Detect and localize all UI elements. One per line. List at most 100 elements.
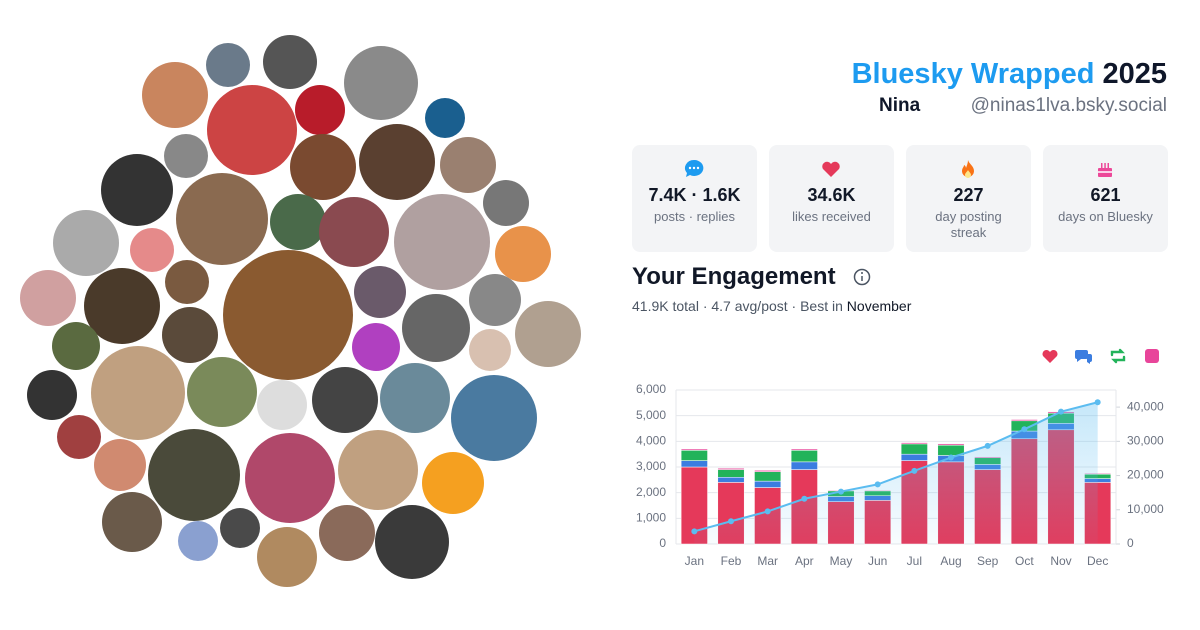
avatar[interactable] <box>354 266 406 318</box>
avatar[interactable] <box>130 228 174 272</box>
icon-streak <box>962 160 974 178</box>
cumulative-area <box>694 402 1098 544</box>
avatar[interactable] <box>270 194 326 250</box>
avatar[interactable] <box>257 527 317 587</box>
avatar[interactable] <box>94 439 146 491</box>
legend-icon[interactable] <box>1145 349 1159 363</box>
avatar[interactable] <box>148 429 240 521</box>
y-tick-label: 0 <box>659 536 666 550</box>
avatar[interactable] <box>165 260 209 304</box>
y2-tick-label: 10,000 <box>1127 502 1164 516</box>
x-tick-label: Jan <box>685 554 704 568</box>
avatar[interactable] <box>375 505 449 579</box>
bar-segment <box>900 453 928 461</box>
section-title: Your Engagement <box>632 263 836 290</box>
avatar[interactable] <box>84 268 160 344</box>
avatar[interactable] <box>187 357 257 427</box>
icon-cake <box>1098 163 1112 177</box>
stat-value: 227 <box>953 185 984 205</box>
avatar[interactable] <box>290 134 356 200</box>
avatar[interactable] <box>164 134 208 178</box>
bar-segment <box>754 480 782 488</box>
avatar[interactable] <box>295 85 345 135</box>
avatar-cloud <box>20 35 581 587</box>
icon-posts <box>685 159 704 177</box>
avatar[interactable] <box>515 301 581 367</box>
line-point <box>801 495 808 502</box>
avatar[interactable] <box>102 492 162 552</box>
line-point <box>1058 408 1064 415</box>
year: 2025 <box>1102 58 1167 90</box>
user-name: Nina <box>879 95 921 116</box>
avatar[interactable] <box>344 46 418 120</box>
avatar[interactable] <box>245 433 335 523</box>
legend-icon[interactable] <box>1042 349 1058 363</box>
info-icon[interactable] <box>853 268 871 286</box>
avatar[interactable] <box>57 415 101 459</box>
stat-value: 7.4K · 1.6K <box>648 185 741 205</box>
line-point <box>911 467 918 474</box>
x-tick-label: Feb <box>721 554 742 568</box>
avatar[interactable] <box>402 294 470 362</box>
bar-segment <box>900 442 928 445</box>
bar-segment <box>937 443 965 446</box>
y2-tick-label: 30,000 <box>1127 434 1164 448</box>
avatar[interactable] <box>380 363 450 433</box>
avatar[interactable] <box>352 323 400 371</box>
x-tick-label: Nov <box>1050 554 1071 568</box>
x-tick-label: May <box>830 554 853 568</box>
avatar[interactable] <box>178 521 218 561</box>
bar-segment <box>680 450 708 461</box>
stat-card: 34.6K likes received <box>769 145 894 252</box>
line-point <box>1021 426 1028 433</box>
avatar[interactable] <box>422 452 484 514</box>
avatar[interactable] <box>451 375 537 461</box>
avatar[interactable] <box>223 250 353 380</box>
x-tick-label: Dec <box>1087 554 1108 568</box>
line-point <box>984 442 991 449</box>
avatar[interactable] <box>101 154 173 226</box>
x-tick-label: Mar <box>757 554 778 568</box>
bar-segment <box>680 460 708 468</box>
avatar[interactable] <box>312 367 378 433</box>
avatar[interactable] <box>20 270 76 326</box>
legend-icon[interactable] <box>1110 348 1126 364</box>
avatar[interactable] <box>425 98 465 138</box>
x-tick-label: Sep <box>977 554 999 568</box>
avatar[interactable] <box>359 124 435 200</box>
bar-segment <box>717 468 745 470</box>
avatar[interactable] <box>176 173 268 265</box>
x-tick-label: Jun <box>868 554 887 568</box>
legend-icon[interactable] <box>1075 350 1092 364</box>
avatar[interactable] <box>52 322 100 370</box>
line-point <box>838 488 844 495</box>
bar-segment <box>900 443 928 455</box>
avatar[interactable] <box>142 62 208 128</box>
stat-card: 227 day posting streak <box>906 145 1031 252</box>
avatar[interactable] <box>53 210 119 276</box>
avatar[interactable] <box>483 180 529 226</box>
avatar[interactable] <box>469 274 521 326</box>
y-tick-label: 2,000 <box>636 485 666 499</box>
avatar[interactable] <box>263 35 317 89</box>
avatar[interactable] <box>319 197 389 267</box>
avatar[interactable] <box>206 43 250 87</box>
engagement-summary: 41.9K total · 4.7 avg/post · Best in Nov… <box>632 298 911 314</box>
avatar[interactable] <box>257 380 307 430</box>
bar-segment <box>680 448 708 451</box>
avatar[interactable] <box>338 430 418 510</box>
avatar[interactable] <box>162 307 218 363</box>
y-tick-label: 4,000 <box>636 434 666 448</box>
avatar[interactable] <box>394 194 490 290</box>
avatar[interactable] <box>440 137 496 193</box>
stat-label: likes received <box>792 209 871 224</box>
bar-segment <box>1010 419 1038 422</box>
avatar[interactable] <box>495 226 551 282</box>
avatar[interactable] <box>27 370 77 420</box>
avatar[interactable] <box>319 505 375 561</box>
avatar[interactable] <box>91 346 185 440</box>
avatar[interactable] <box>220 508 260 548</box>
avatar[interactable] <box>469 329 511 371</box>
bar-segment <box>754 471 782 482</box>
avatar[interactable] <box>207 85 297 175</box>
